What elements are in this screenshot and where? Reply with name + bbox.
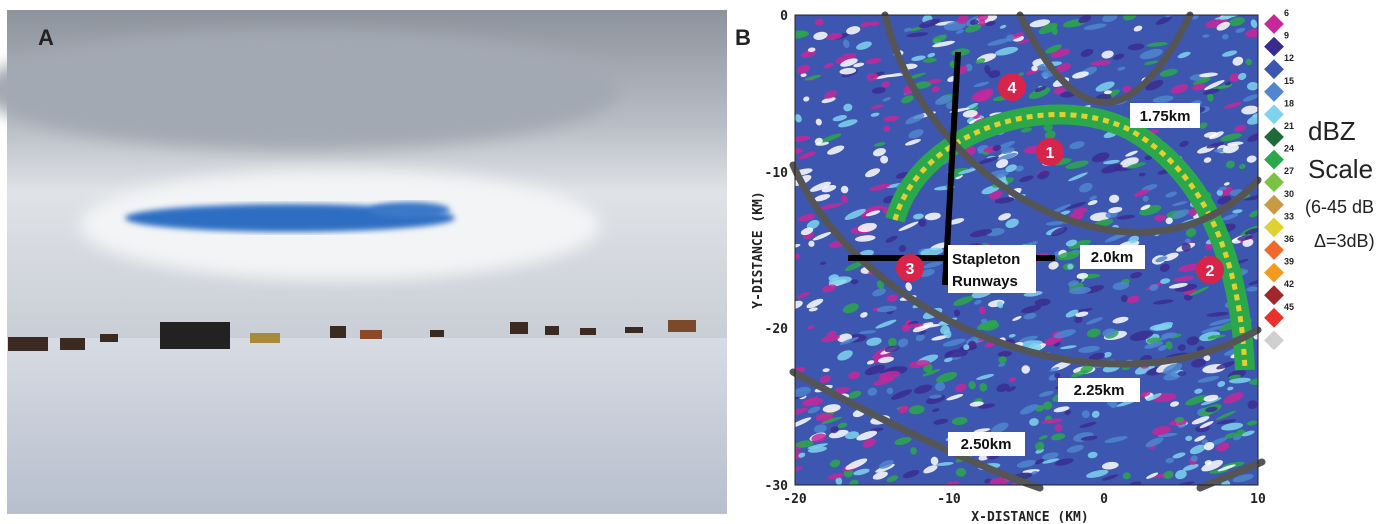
axes: -20 -10 0 10 0 -10 -20 -30 X-DISTANCE (K… (751, 9, 1266, 524)
region-marker (1196, 256, 1224, 284)
x-tick-label: 10 (1250, 492, 1266, 507)
plot-frame (794, 14, 1259, 486)
color-swatch (1264, 59, 1284, 80)
region-label: 4 (1008, 80, 1017, 97)
color-label: 27 (1284, 166, 1294, 176)
label-box (948, 245, 1036, 293)
label-box (1130, 103, 1200, 128)
y-tick-label: -20 (765, 322, 789, 337)
color-swatch (1264, 14, 1284, 34)
color-swatch (1264, 81, 1284, 102)
color-label: 6 (1284, 8, 1289, 18)
region-label: 3 (906, 261, 915, 278)
color-label: 9 (1284, 31, 1289, 41)
runway-label: Stapleton (952, 251, 1020, 268)
scale-title: Scale (1308, 154, 1373, 184)
color-label: 12 (1284, 53, 1294, 63)
color-swatch (1264, 262, 1284, 283)
x-tick-label: 0 (1100, 492, 1108, 507)
color-label: 45 (1284, 302, 1294, 312)
region-marker (998, 73, 1026, 101)
y-tick-label: -30 (765, 479, 789, 494)
color-label: 18 (1284, 98, 1294, 108)
x-tick-label: -10 (937, 492, 961, 507)
range-rings (789, 11, 1266, 492)
label-box (1058, 378, 1140, 402)
color-swatch (1264, 127, 1284, 147)
range-label: 2.0km (1091, 249, 1134, 266)
region-marker (896, 254, 924, 282)
color-label: 42 (1284, 279, 1294, 289)
region-label: 1 (1046, 145, 1055, 162)
x-axis-title: X-DISTANCE (KM) (971, 510, 1088, 524)
panel-label: B (735, 25, 751, 50)
y-tick-label: -10 (765, 166, 789, 181)
runway-label: Runways (952, 273, 1018, 290)
color-swatch (1264, 240, 1284, 260)
radar-image (795, 15, 1258, 485)
range-label: 2.25km (1074, 382, 1125, 399)
range-label: 2.50km (961, 436, 1012, 453)
scale-title: dBZ (1308, 116, 1356, 146)
color-label: 36 (1284, 234, 1294, 244)
range-label: 1.75km (1140, 108, 1191, 125)
region-marker (1036, 138, 1064, 166)
color-label: 15 (1284, 76, 1294, 86)
color-swatch (1264, 36, 1284, 57)
panel-label: A (38, 25, 54, 50)
color-swatch (1264, 194, 1284, 215)
scale-note: Δ=3dB) (1314, 231, 1375, 251)
color-swatch (1264, 330, 1284, 351)
color-swatch (1264, 217, 1284, 238)
x-tick-label: -20 (783, 492, 807, 507)
color-label: 39 (1284, 257, 1294, 267)
color-label: 30 (1284, 189, 1294, 199)
scale-note: (6-45 dB (1305, 197, 1374, 217)
y-tick-label: 0 (780, 9, 788, 24)
color-label: 24 (1284, 144, 1294, 154)
color-swatch (1264, 104, 1284, 125)
y-axis-title: Y-DISTANCE (KM) (751, 191, 766, 308)
region-label: 2 (1206, 263, 1215, 280)
color-swatch (1264, 149, 1284, 170)
color-label: 21 (1284, 121, 1294, 131)
label-box (948, 432, 1025, 456)
color-label: 33 (1284, 211, 1294, 221)
color-swatch (1264, 307, 1284, 328)
color-swatch (1264, 285, 1284, 306)
label-box (1080, 245, 1145, 269)
color-swatch (1264, 172, 1284, 193)
photo (0, 10, 727, 514)
